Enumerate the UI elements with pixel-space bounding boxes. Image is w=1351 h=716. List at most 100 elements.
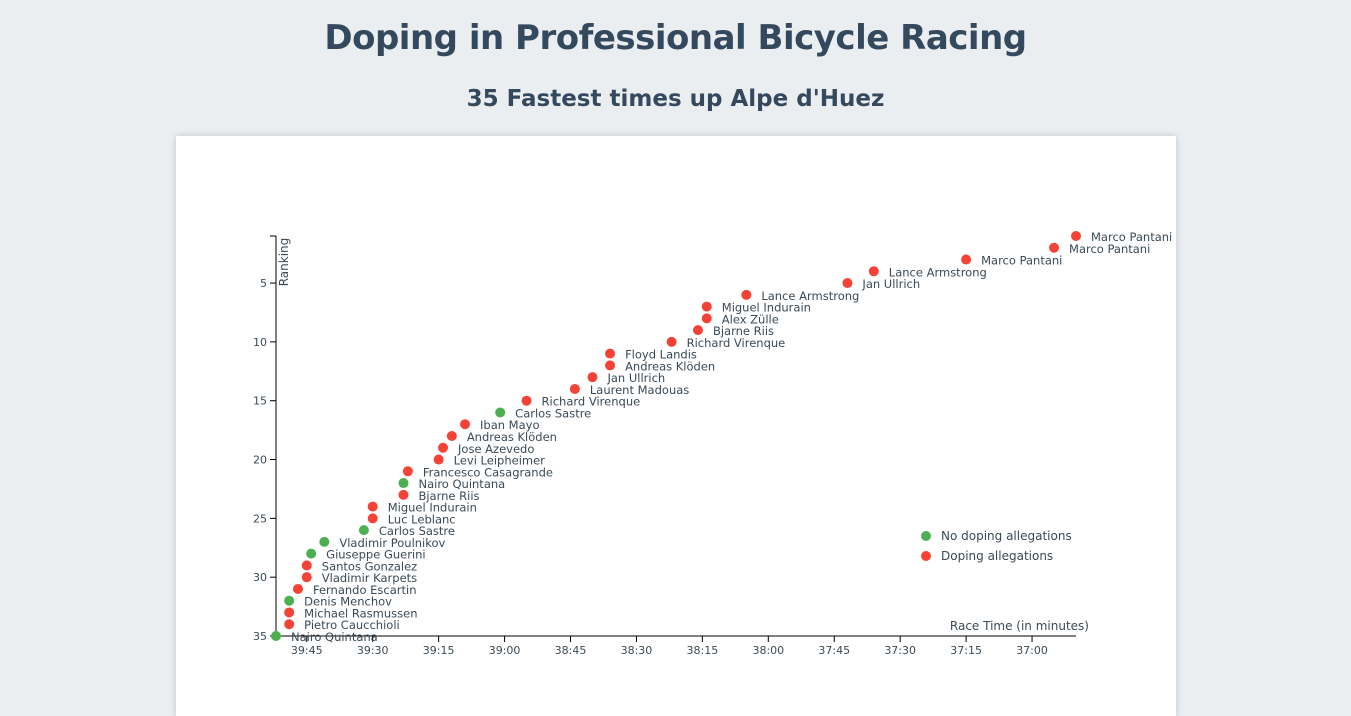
data-point[interactable] (271, 631, 281, 641)
data-point[interactable] (367, 501, 378, 512)
data-point[interactable] (433, 454, 444, 465)
data-point[interactable] (460, 419, 471, 430)
data-label: Vladimir Karpets (322, 571, 417, 585)
data-label: Levi Leipheimer (454, 454, 546, 468)
x-tick-label: 39:30 (357, 644, 389, 657)
x-tick-label: 38:00 (752, 644, 784, 657)
data-point[interactable] (319, 536, 330, 547)
data-point[interactable] (741, 289, 752, 300)
x-axis-title: Race Time (in minutes) (950, 619, 1089, 633)
legend-swatch (921, 551, 931, 561)
data-point[interactable] (301, 560, 312, 571)
x-tick: 39:00 (489, 636, 520, 657)
data-point[interactable] (868, 266, 879, 277)
data-point[interactable] (358, 525, 369, 536)
data-points (271, 231, 1081, 641)
data-label: Luc Leblanc (388, 512, 456, 526)
page-subtitle: 35 Fastest times up Alpe d'Huez (466, 86, 885, 112)
data-label: Marco Pantani (1069, 242, 1150, 256)
y-tick-label: 30 (253, 571, 267, 584)
data-label: Santos Gonzalez (322, 559, 417, 573)
y-tick: 10 (253, 336, 276, 349)
y-tick-label: 10 (253, 336, 267, 349)
data-point[interactable] (605, 360, 616, 371)
data-point[interactable] (701, 313, 712, 324)
data-label: Andreas Klöden (467, 430, 557, 444)
data-label: Lance Armstrong (761, 289, 859, 303)
data-point[interactable] (605, 348, 616, 359)
legend: No doping allegations Doping allegations (921, 529, 1072, 563)
data-point[interactable] (842, 278, 853, 289)
data-point[interactable] (495, 407, 506, 418)
data-point[interactable] (961, 254, 972, 265)
data-label: Bjarne Riis (713, 324, 774, 338)
x-tick: 39:45 (291, 636, 323, 657)
y-tick-label: 35 (253, 630, 267, 643)
x-tick: 37:30 (884, 636, 916, 657)
x-tick: 38:15 (687, 636, 719, 657)
y-tick: 30 (253, 571, 276, 584)
data-label: Floyd Landis (625, 348, 697, 362)
data-label: Pietro Caucchioli (304, 618, 400, 632)
data-point[interactable] (284, 619, 295, 630)
data-point[interactable] (398, 478, 409, 489)
y-tick: 15 (253, 395, 276, 408)
x-axis: 39:45 39:30 39:15 39:00 38:45 38:30 38:15 38:00… (276, 635, 1076, 657)
legend-swatch (921, 531, 931, 541)
data-point[interactable] (402, 466, 413, 477)
data-point[interactable] (521, 395, 532, 406)
data-label: Jan Ullrich (861, 277, 920, 291)
scatter-chart: 39:45 39:30 39:15 39:00 38:45 38:30 38:15 38:00… (253, 230, 1172, 657)
data-point[interactable] (569, 383, 580, 394)
data-point[interactable] (367, 513, 378, 524)
data-label: Marco Pantani (981, 254, 1062, 268)
x-tick-label: 38:15 (687, 644, 719, 657)
y-tick-label: 25 (253, 512, 267, 525)
x-tick-label: 37:15 (950, 644, 982, 657)
data-point[interactable] (301, 572, 312, 583)
x-tick: 37:15 (950, 636, 982, 657)
x-tick: 37:45 (818, 636, 850, 657)
data-label: Carlos Sastre (515, 406, 591, 420)
data-label: Carlos Sastre (379, 524, 455, 538)
x-tick-label: 39:15 (423, 644, 455, 657)
legend-item: Doping allegations (921, 549, 1053, 563)
data-point[interactable] (1049, 242, 1060, 253)
data-point[interactable] (666, 336, 677, 347)
data-point[interactable] (446, 431, 457, 441)
x-tick: 37:00 (1016, 636, 1048, 657)
data-label: Lance Armstrong (889, 265, 987, 279)
legend-label: Doping allegations (941, 549, 1053, 563)
data-point[interactable] (438, 442, 449, 453)
data-point[interactable] (292, 583, 303, 594)
data-label: Nairo Quintana (291, 630, 378, 644)
data-point[interactable] (1071, 231, 1081, 241)
data-point[interactable] (692, 325, 703, 336)
x-tick: 39:30 (357, 636, 389, 657)
data-label: Francesco Casagrande (423, 465, 553, 479)
data-label: Laurent Madouas (590, 383, 689, 397)
data-point[interactable] (306, 548, 317, 559)
chart-card: 39:45 39:30 39:15 39:00 38:45 38:30 38:15 38:00… (176, 136, 1176, 716)
data-point[interactable] (284, 607, 295, 618)
legend-item: No doping allegations (921, 529, 1072, 543)
x-tick-label: 38:30 (621, 644, 653, 657)
data-point[interactable] (701, 301, 712, 312)
plot-area: 39:45 39:30 39:15 39:00 38:45 38:30 38:15 38:00… (253, 230, 1172, 657)
data-label: Miguel Indurain (388, 501, 477, 515)
data-label: Miguel Indurain (722, 301, 811, 315)
x-tick: 38:00 (752, 636, 784, 657)
y-tick: 25 (253, 512, 276, 525)
data-label: Richard Virenque (542, 395, 641, 409)
y-tick: 20 (253, 454, 276, 467)
data-point[interactable] (587, 372, 598, 383)
data-label: Iban Mayo (480, 418, 540, 432)
x-tick: 38:30 (621, 636, 653, 657)
x-tick-label: 37:30 (884, 644, 916, 657)
y-axis: 5 10 15 20 25 30 35 (253, 235, 277, 643)
data-point[interactable] (284, 595, 295, 606)
y-tick-label: 20 (253, 454, 267, 467)
data-point[interactable] (398, 489, 409, 500)
x-tick-label: 38:45 (555, 644, 587, 657)
